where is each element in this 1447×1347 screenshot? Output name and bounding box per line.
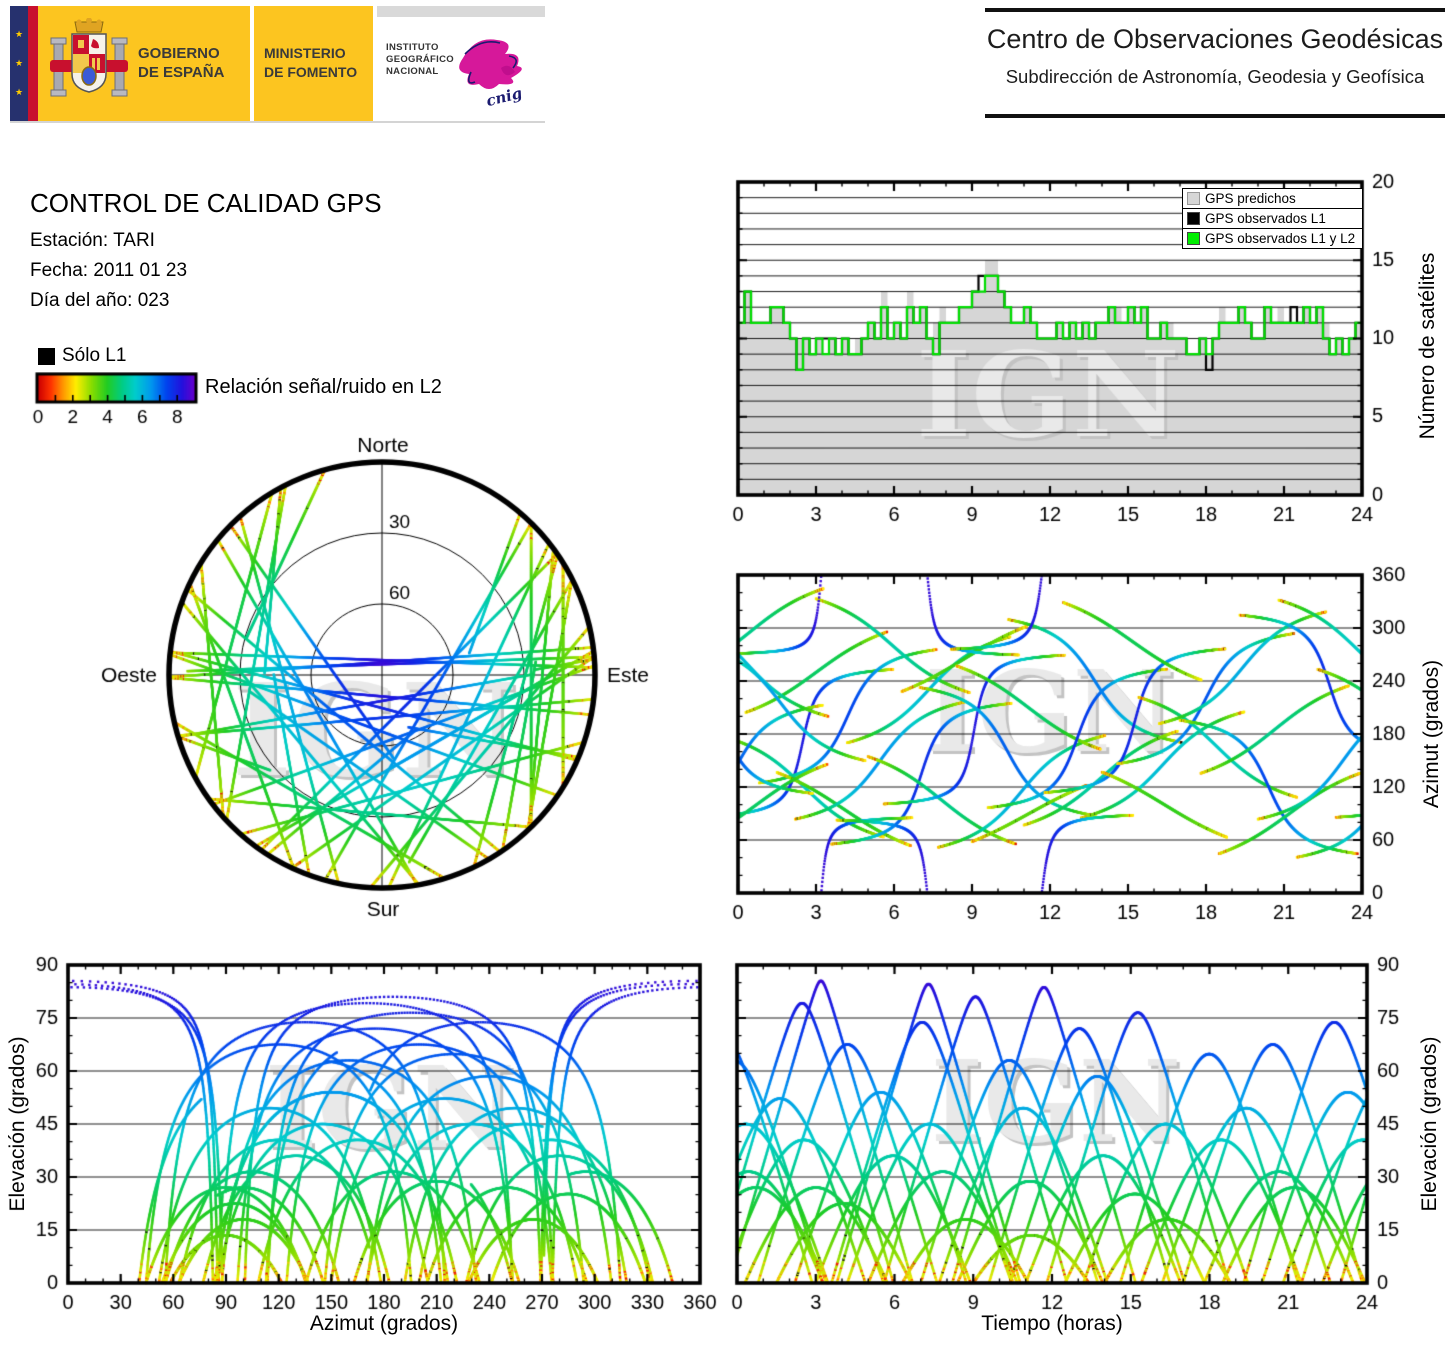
eu-flag-strip: ★ ★ ★	[10, 6, 28, 121]
y-axis-title-elevation-left: Elevación (grados)	[6, 1036, 29, 1212]
skyplot-chart	[95, 418, 685, 945]
predicted-swatch-icon	[1187, 192, 1200, 205]
y-axis-title-satellite-count: Número de satélites	[1416, 252, 1439, 440]
date-label: Fecha: 2011 01 23	[30, 260, 188, 281]
station-label: Estación: TARI	[30, 230, 155, 251]
ministerio-label: MINISTERIO DE FOMENTO	[264, 45, 358, 80]
day-of-year-label: Día del año: 023	[30, 290, 170, 311]
ministerio-logo-box	[254, 6, 373, 121]
star-icon: ★	[14, 58, 24, 68]
report-title: CONTROL DE CALIDAD GPS	[30, 188, 382, 218]
gobierno-label: GOBIERNO DE ESPAÑA	[138, 45, 225, 81]
y-axis-title-elevation-right: Elevación (grados)	[1418, 1036, 1441, 1212]
elevation-vs-azimuth-chart	[5, 945, 720, 1340]
instituto-top-strip	[377, 6, 545, 17]
legend-row: GPS observados L1 y L2	[1182, 228, 1363, 249]
spain-flag-red-strip	[28, 6, 38, 121]
legend-row: GPS observados L1	[1182, 208, 1363, 229]
solo-l1-swatch-icon	[38, 348, 55, 365]
observed-l1l2-swatch-icon	[1187, 232, 1200, 245]
legend-row: GPS predichos	[1182, 188, 1363, 209]
cnig-scribble-icon	[459, 39, 522, 89]
solo-l1-label: Sólo L1	[62, 345, 127, 366]
azimuth-vs-time-chart	[710, 550, 1447, 942]
center-title: Centro de Observaciones Geodésicas	[986, 24, 1444, 54]
header-rule-bottom	[985, 114, 1445, 118]
satellite-count-legend: GPS predichos GPS observados L1 GPS obse…	[1182, 188, 1363, 249]
logo-underline	[10, 121, 545, 123]
star-icon: ★	[14, 87, 24, 97]
star-icon: ★	[14, 29, 24, 39]
observed-l1-swatch-icon	[1187, 212, 1200, 225]
instituto-label: INSTITUTO GEOGRÁFICO NACIONAL	[386, 42, 454, 77]
snr-colorbar-label: Relación señal/ruido en L2	[205, 376, 442, 398]
y-axis-title-azimuth: Azimut (grados)	[1420, 659, 1443, 809]
x-axis-title-time: Tiempo (horas)	[981, 1312, 1123, 1335]
spain-coat-of-arms-icon	[50, 18, 128, 97]
x-axis-title-azimuth: Azimut (grados)	[309, 1312, 459, 1335]
header-rule-top	[985, 8, 1445, 12]
elevation-vs-time-chart	[710, 945, 1447, 1340]
center-subtitle: Subdirección de Astronomía, Geodesia y G…	[1005, 66, 1425, 87]
